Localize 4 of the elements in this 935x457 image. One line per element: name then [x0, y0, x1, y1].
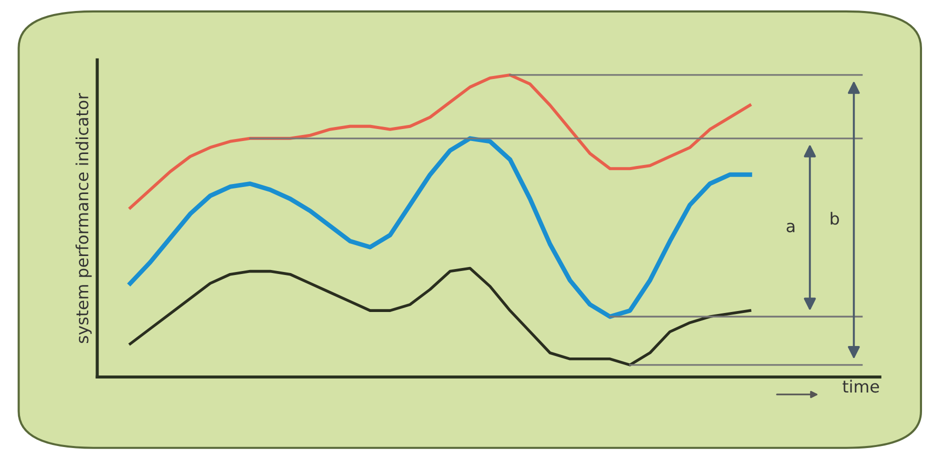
x-axis-title: time: [842, 380, 879, 393]
text: a: [786, 222, 794, 232]
text: b: [830, 212, 839, 225]
y-axis-title: system performance indicator: [76, 92, 92, 344]
